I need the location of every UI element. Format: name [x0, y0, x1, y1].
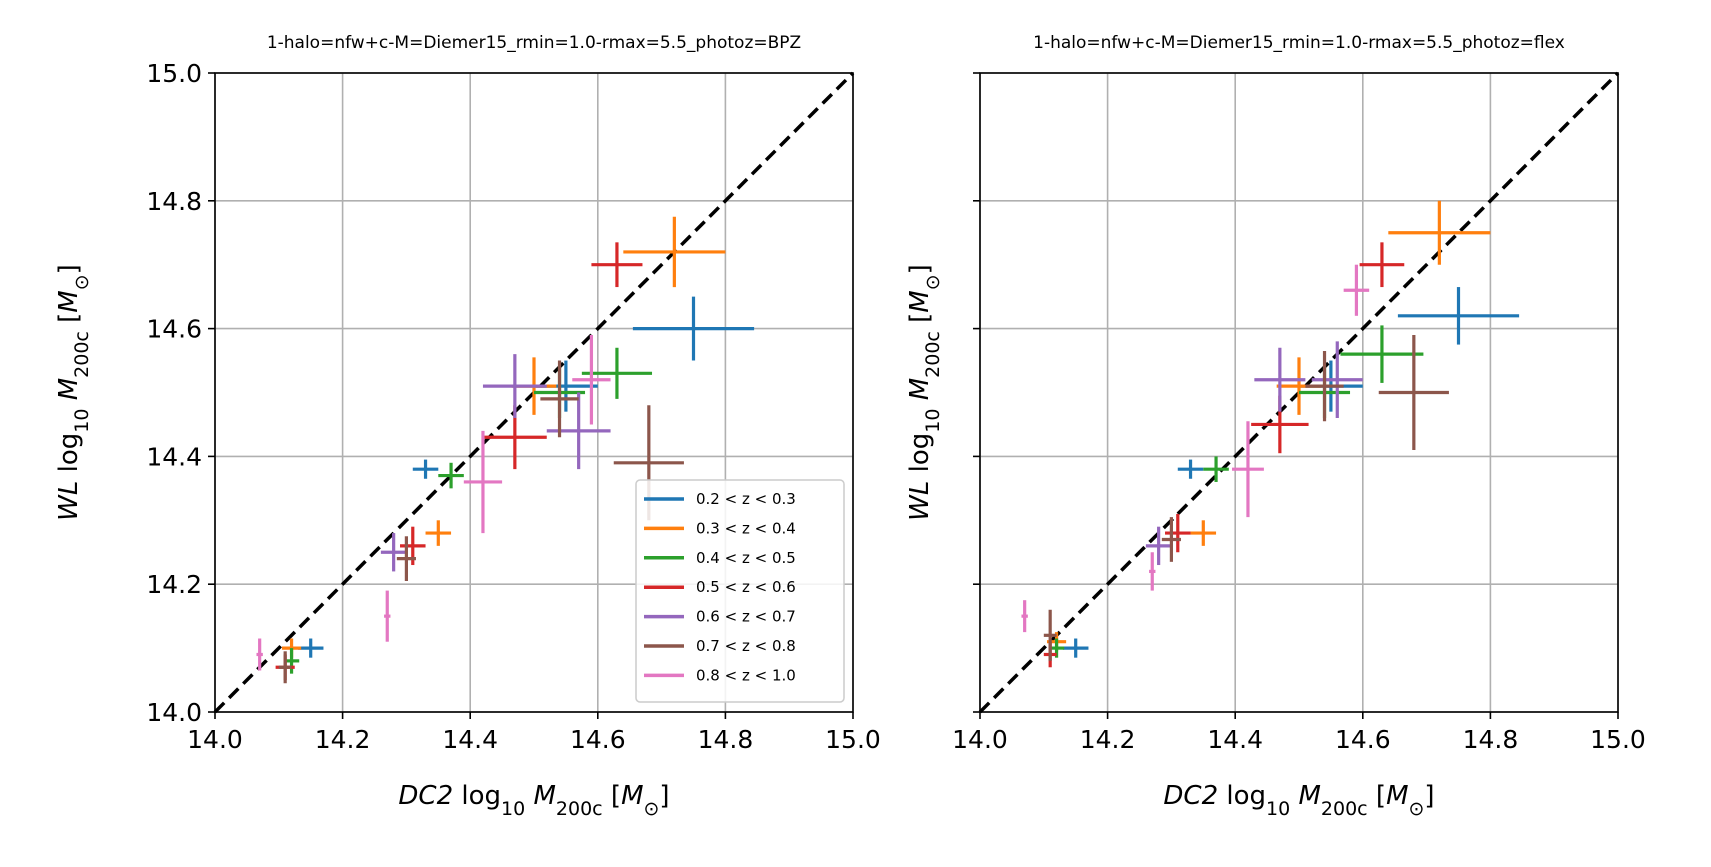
x-tick-label: 15.0 — [1590, 725, 1646, 754]
y-axis-label: WL log10 M200c [M⊙] — [905, 264, 944, 521]
data-point — [1043, 609, 1057, 661]
series-6 — [1043, 334, 1449, 661]
data-point — [546, 392, 611, 470]
x-tick-label: 14.0 — [187, 725, 243, 754]
data-point — [1343, 264, 1370, 316]
axes-frame — [214, 72, 854, 713]
data-point — [396, 536, 416, 582]
data-point — [1149, 552, 1156, 591]
data-point — [1177, 459, 1204, 479]
y-tick-label: 14.4 — [146, 442, 202, 471]
legend-item: 0.5 < z < 0.6 — [644, 578, 796, 596]
data-point — [1145, 526, 1172, 566]
chart-title: 1-halo=nfw+c-M=Diemer15_rmin=1.0-rmax=5.… — [267, 33, 801, 53]
legend-item: 0.8 < z < 1.0 — [644, 666, 796, 684]
chart-title: 1-halo=nfw+c-M=Diemer15_rmin=1.0-rmax=5.… — [1033, 33, 1565, 53]
data-point — [412, 459, 439, 479]
data-point — [1161, 517, 1181, 562]
data-point — [632, 296, 755, 361]
data-point — [591, 242, 643, 288]
data-point — [425, 520, 452, 546]
data-point — [1190, 520, 1217, 546]
data-point — [1254, 347, 1306, 412]
data-point — [438, 462, 464, 489]
legend-label: 0.6 < z < 0.7 — [696, 608, 796, 626]
legend: 0.2 < z < 0.3 0.3 < z < 0.4 0.4 < z < 0.5 0… — [635, 479, 845, 703]
data-point — [1203, 456, 1229, 482]
legend-label: 0.8 < z < 1.0 — [696, 666, 796, 684]
legend-item: 0.4 < z < 0.5 — [644, 549, 796, 567]
x-tick-label: 14.0 — [952, 725, 1008, 754]
legend-item: 0.3 < z < 0.4 — [644, 519, 796, 537]
chart-panel-2: 14.0 14.2 14.4 14.6 14.8 15.0 1-halo=nfw+c-M=D… — [905, 33, 1646, 820]
data-point — [540, 360, 579, 438]
data-point — [1397, 287, 1520, 345]
series-7 — [1021, 264, 1370, 633]
series-3 — [283, 347, 653, 674]
data-point — [581, 347, 653, 399]
y-tick-label: 14.0 — [146, 698, 202, 727]
data-point — [1340, 325, 1424, 383]
legend-label: 0.4 < z < 0.5 — [696, 549, 796, 567]
y-tick-label: 14.6 — [146, 315, 202, 344]
legend-label: 0.2 < z < 0.3 — [696, 490, 796, 508]
data-point — [380, 533, 407, 572]
series-6 — [278, 360, 684, 684]
data-point — [1021, 600, 1028, 633]
data-point — [1359, 242, 1405, 288]
legend-box — [635, 479, 845, 703]
x-tick-label: 14.2 — [315, 725, 371, 754]
x-tick-label: 15.0 — [825, 725, 881, 754]
y-tick-label: 15.0 — [146, 59, 202, 88]
legend-label: 0.3 < z < 0.4 — [696, 519, 796, 537]
legend-label: 0.7 < z < 0.8 — [696, 637, 796, 655]
data-point — [1165, 513, 1191, 553]
legend-label: 0.5 < z < 0.6 — [696, 578, 796, 596]
y-axis-label: WL log10 M200c [M⊙] — [54, 264, 93, 521]
x-tick-label: 14.6 — [570, 725, 626, 754]
legend-item: 0.6 < z < 0.7 — [644, 608, 796, 626]
data-point — [384, 590, 391, 642]
legend-item: 0.2 < z < 0.3 — [644, 490, 796, 508]
data-point — [623, 216, 726, 288]
y-tick-label: 14.8 — [146, 187, 202, 216]
x-tick-label: 14.4 — [442, 725, 498, 754]
series-5 — [380, 354, 611, 572]
data-point — [1062, 638, 1089, 658]
data-point — [482, 354, 547, 419]
data-point — [278, 651, 292, 684]
x-tick-label: 14.4 — [1207, 725, 1263, 754]
data-point — [1378, 334, 1449, 451]
data-point — [1311, 341, 1363, 419]
x-tick-label: 14.2 — [1080, 725, 1136, 754]
series-7 — [256, 334, 611, 671]
chart-panel-1: 14.0 14.2 14.4 14.6 14.8 15.0 14.0 14.2 14.4 14.6… — [54, 33, 881, 820]
series-1 — [1062, 287, 1520, 658]
x-tick-label: 14.8 — [698, 725, 754, 754]
data-point — [1305, 350, 1344, 422]
axes-frame — [979, 72, 1619, 713]
x-tick-label: 14.8 — [1463, 725, 1519, 754]
x-axis-label: DC2 log10 M200c [M⊙] — [398, 781, 669, 820]
data-point — [463, 430, 503, 534]
data-point — [572, 334, 611, 425]
x-axis-label: DC2 log10 M200c [M⊙] — [1163, 781, 1434, 820]
series-4 — [1043, 242, 1405, 668]
y-tick-label: 14.2 — [146, 570, 202, 599]
data-point — [297, 638, 324, 658]
data-point — [1232, 421, 1264, 518]
data-point — [1388, 200, 1491, 265]
series-5 — [1145, 341, 1363, 566]
data-point — [256, 638, 263, 671]
legend-item: 0.7 < z < 0.8 — [644, 637, 796, 655]
x-tick-label: 14.6 — [1335, 725, 1391, 754]
